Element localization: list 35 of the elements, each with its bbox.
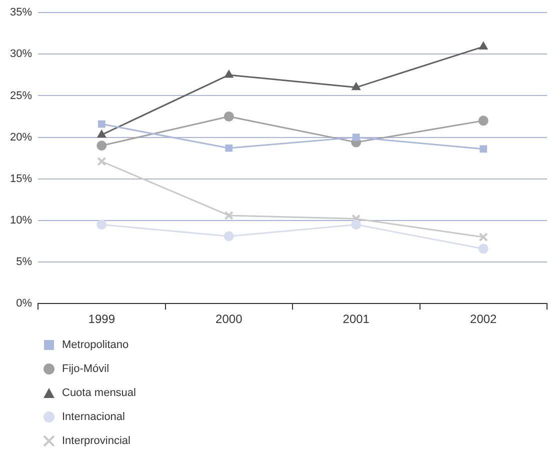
point: [352, 82, 361, 90]
point: [96, 140, 107, 151]
point: [480, 145, 488, 153]
point: [224, 112, 234, 122]
point: [96, 220, 107, 230]
point: [478, 244, 488, 254]
y-tick-label: 35%: [10, 6, 32, 19]
point: [97, 156, 106, 166]
point: [97, 130, 106, 138]
legend-label: Cuota mensual: [62, 387, 136, 399]
y-tick-label: 0%: [16, 298, 32, 310]
x-tick-label: 1999: [88, 312, 116, 326]
legend-label: Metropolitano: [62, 339, 129, 351]
point: [225, 144, 233, 152]
y-tick-label: 25%: [10, 90, 32, 102]
point: [478, 232, 488, 242]
x-tick-label: 2001: [342, 312, 370, 326]
legend-label: Fijo-Móvil: [62, 363, 110, 375]
y-tick-label: 5%: [16, 256, 32, 268]
point: [224, 70, 234, 78]
point: [351, 220, 362, 230]
point: [98, 120, 106, 128]
y-tick-label: 30%: [10, 48, 32, 60]
y-tick-label: 20%: [10, 131, 32, 144]
y-tick-label: 15%: [10, 172, 32, 185]
x-tick-label: 2000: [216, 312, 243, 326]
point: [478, 116, 488, 126]
point: [478, 42, 488, 50]
point: [352, 134, 360, 141]
legend-label: Internacional: [62, 411, 125, 423]
point: [224, 231, 234, 242]
point: [224, 210, 234, 220]
y-tick-label: 10%: [10, 214, 32, 226]
x-tick-label: 2002: [470, 312, 498, 326]
legend-label: Interprovincial: [62, 435, 130, 447]
